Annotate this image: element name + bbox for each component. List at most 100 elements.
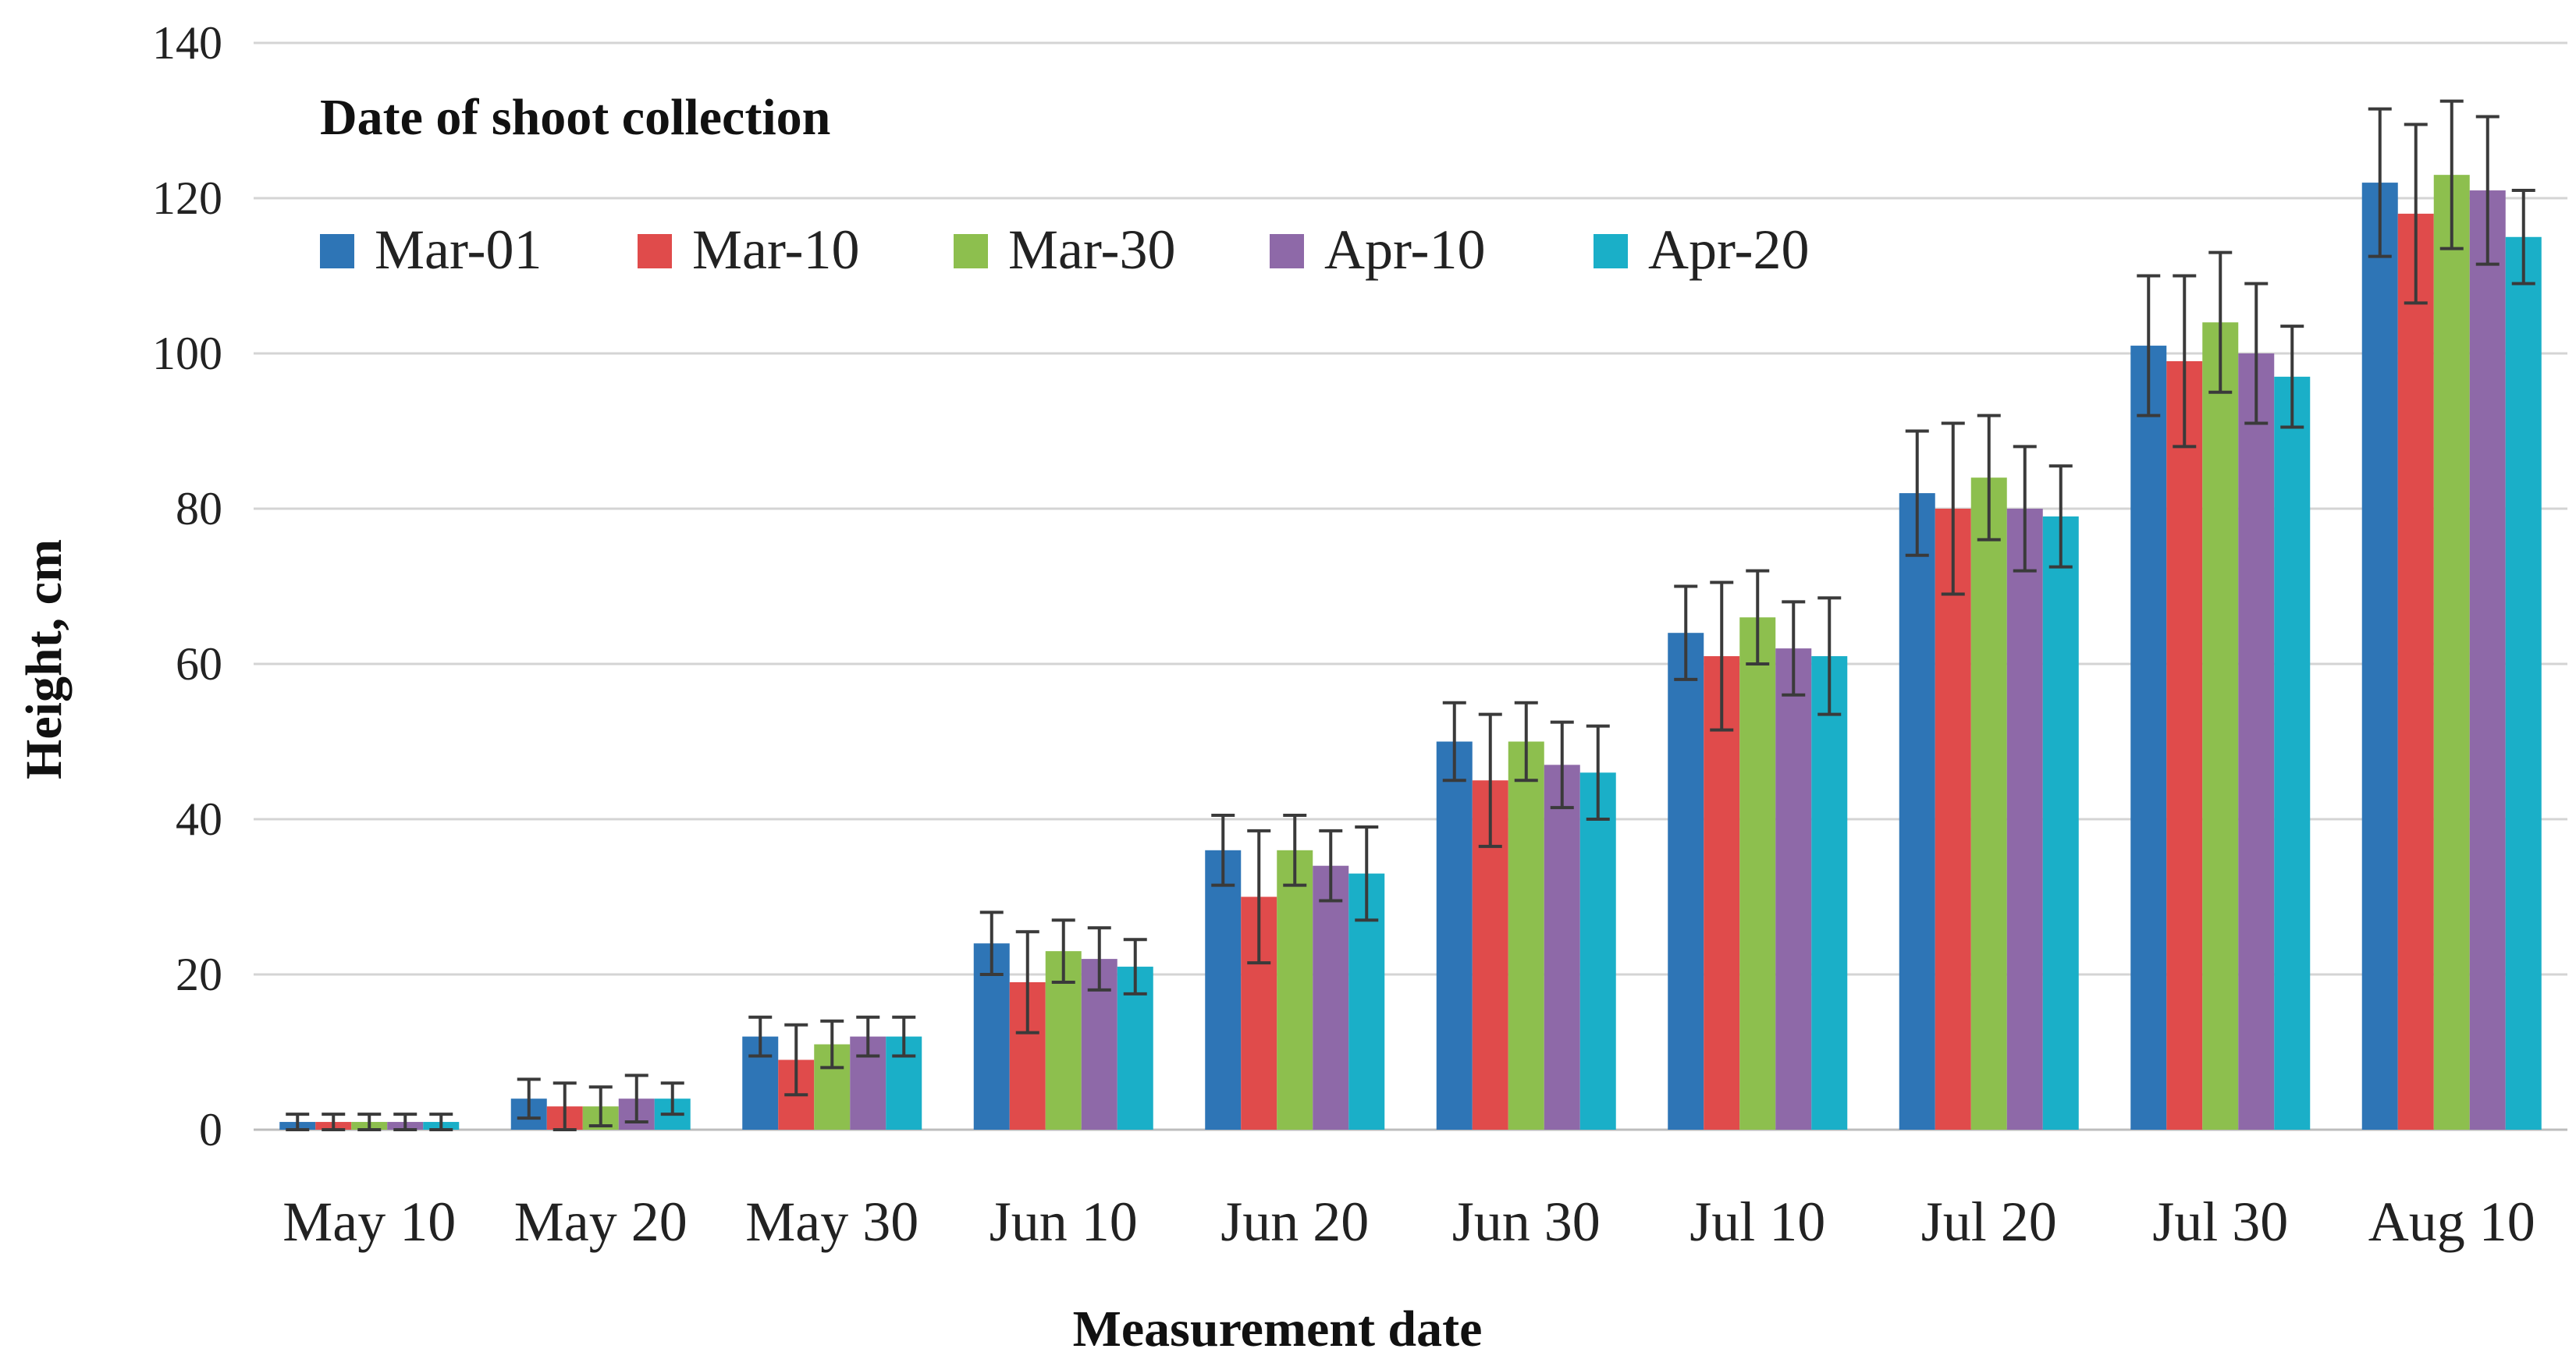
- error-bar: [1710, 580, 1734, 732]
- x-tick-label: Jun 20: [1220, 1191, 1369, 1253]
- error-bar: [1478, 712, 1502, 848]
- legend-label: Apr-10: [1324, 218, 1486, 281]
- error-bar: [856, 1015, 880, 1058]
- error-bar: [2475, 115, 2500, 266]
- bar-Mar-30-Jul-30: [2202, 322, 2239, 1130]
- error-bar: [357, 1113, 382, 1131]
- bar-Mar-01-Aug-10: [2361, 183, 2398, 1130]
- error-bar: [1514, 701, 1538, 783]
- x-tick-label: Jul 10: [1690, 1191, 1825, 1253]
- y-tick-label: 40: [176, 793, 222, 845]
- error-bar: [2244, 282, 2269, 425]
- bar-Mar-10-Jul-30: [2166, 360, 2203, 1130]
- legend-label: Mar-01: [375, 218, 542, 281]
- bar-Apr-10-Aug-10: [2469, 190, 2506, 1130]
- legend-item-Mar-30: Mar-30: [954, 218, 1176, 281]
- legend-item-Mar-01: Mar-01: [320, 218, 542, 281]
- y-axis-title: Height, cm: [16, 539, 73, 779]
- error-bar: [553, 1081, 577, 1131]
- error-bar: [1817, 596, 1842, 716]
- error-bar: [624, 1074, 648, 1124]
- error-bar: [1087, 926, 1111, 992]
- y-tick-label: 140: [152, 17, 222, 69]
- error-bar: [2511, 189, 2535, 286]
- error-bar: [784, 1023, 808, 1097]
- error-bar: [517, 1077, 541, 1120]
- bar-Mar-01-Jun-30: [1436, 741, 1473, 1130]
- error-bar: [2368, 107, 2392, 258]
- legend-swatch: [320, 234, 354, 268]
- legend-title: Date of shoot collection: [320, 89, 830, 146]
- x-tick-label: Jul 30: [2152, 1191, 2288, 1253]
- error-bar: [2013, 445, 2037, 573]
- error-bar: [1977, 413, 2001, 541]
- legend-item-Apr-10: Apr-10: [1270, 218, 1486, 281]
- legend-swatch: [1594, 234, 1628, 268]
- legend-item-Apr-20: Apr-20: [1594, 218, 1810, 281]
- legend-item-Mar-10: Mar-10: [638, 218, 860, 281]
- bar-Mar-30-Jun-20: [1277, 850, 1313, 1130]
- bar-Mar-30-Jun-30: [1508, 741, 1544, 1130]
- y-tick-label: 20: [176, 949, 222, 1000]
- bar-Mar-01-Jul-20: [1899, 493, 1935, 1130]
- error-bar: [979, 910, 1004, 976]
- x-tick-label: May 20: [514, 1191, 688, 1253]
- error-bar: [1283, 814, 1307, 887]
- error-bar: [1941, 421, 1965, 596]
- bar-Apr-10-Jun-30: [1544, 765, 1580, 1130]
- legend-label: Mar-30: [1008, 218, 1176, 281]
- y-tick-label: 120: [152, 172, 222, 224]
- bar-Mar-01-Jul-10: [1668, 633, 1704, 1130]
- error-bar: [1355, 825, 1379, 922]
- bar-Mar-01-Jul-30: [2130, 346, 2167, 1130]
- y-axis-ticks: 0 20 40 60 80 100 120 140: [152, 17, 222, 1155]
- x-tick-label: May 30: [745, 1191, 918, 1253]
- bar-Apr-20-Aug-10: [2505, 236, 2542, 1130]
- error-bar: [2439, 99, 2464, 250]
- error-bar: [1905, 429, 1929, 557]
- x-tick-label: Jun 30: [1452, 1191, 1601, 1253]
- bar-Mar-10-Jul-20: [1935, 509, 1971, 1130]
- bar-Mar-10-Aug-10: [2397, 213, 2434, 1130]
- error-bar: [660, 1081, 684, 1116]
- x-tick-label: May 10: [282, 1191, 456, 1253]
- error-bar: [393, 1113, 417, 1131]
- y-tick-label: 0: [199, 1104, 222, 1155]
- error-bar: [748, 1015, 773, 1058]
- bar-Mar-30-Aug-10: [2433, 175, 2470, 1130]
- legend-label: Mar-10: [692, 218, 860, 281]
- error-bar: [1586, 724, 1610, 821]
- error-bar: [2404, 122, 2428, 305]
- x-axis-ticks: May 10 May 20 May 30 Jun 10 Jun 20 Jun 30 Jul …: [282, 1191, 2535, 1253]
- y-tick-label: 100: [152, 328, 222, 379]
- x-tick-label: Jun 10: [990, 1191, 1138, 1253]
- bar-Apr-20-Jul-20: [2042, 516, 2079, 1130]
- x-tick-label: Aug 10: [2368, 1191, 2535, 1253]
- error-bar: [1550, 720, 1574, 810]
- error-bar: [2280, 325, 2304, 429]
- error-bar: [1319, 829, 1343, 903]
- error-bar: [1247, 829, 1271, 965]
- error-bar: [588, 1085, 613, 1128]
- error-bar: [1015, 930, 1039, 1035]
- error-bar: [1211, 814, 1235, 887]
- bar-Mar-10-Jul-10: [1704, 656, 1740, 1130]
- error-bar: [2173, 274, 2197, 449]
- y-tick-label: 60: [176, 638, 222, 690]
- error-bar: [2048, 464, 2073, 569]
- legend-swatch: [954, 234, 988, 268]
- error-bar: [322, 1113, 346, 1131]
- bar-Mar-30-Jul-20: [1970, 477, 2007, 1130]
- x-axis-title: Measurement date: [1073, 1301, 1483, 1358]
- gridlines: [254, 41, 2567, 1131]
- error-bar: [1051, 918, 1075, 984]
- error-bar: [286, 1113, 310, 1131]
- legend-label: Apr-20: [1648, 218, 1810, 281]
- error-bar: [1746, 569, 1770, 665]
- error-bar: [892, 1015, 916, 1058]
- bar-Apr-10-Jul-10: [1775, 648, 1812, 1130]
- error-bar: [1123, 938, 1147, 996]
- legend-swatch: [1270, 234, 1304, 268]
- bar-Apr-20-Jun-30: [1579, 772, 1616, 1130]
